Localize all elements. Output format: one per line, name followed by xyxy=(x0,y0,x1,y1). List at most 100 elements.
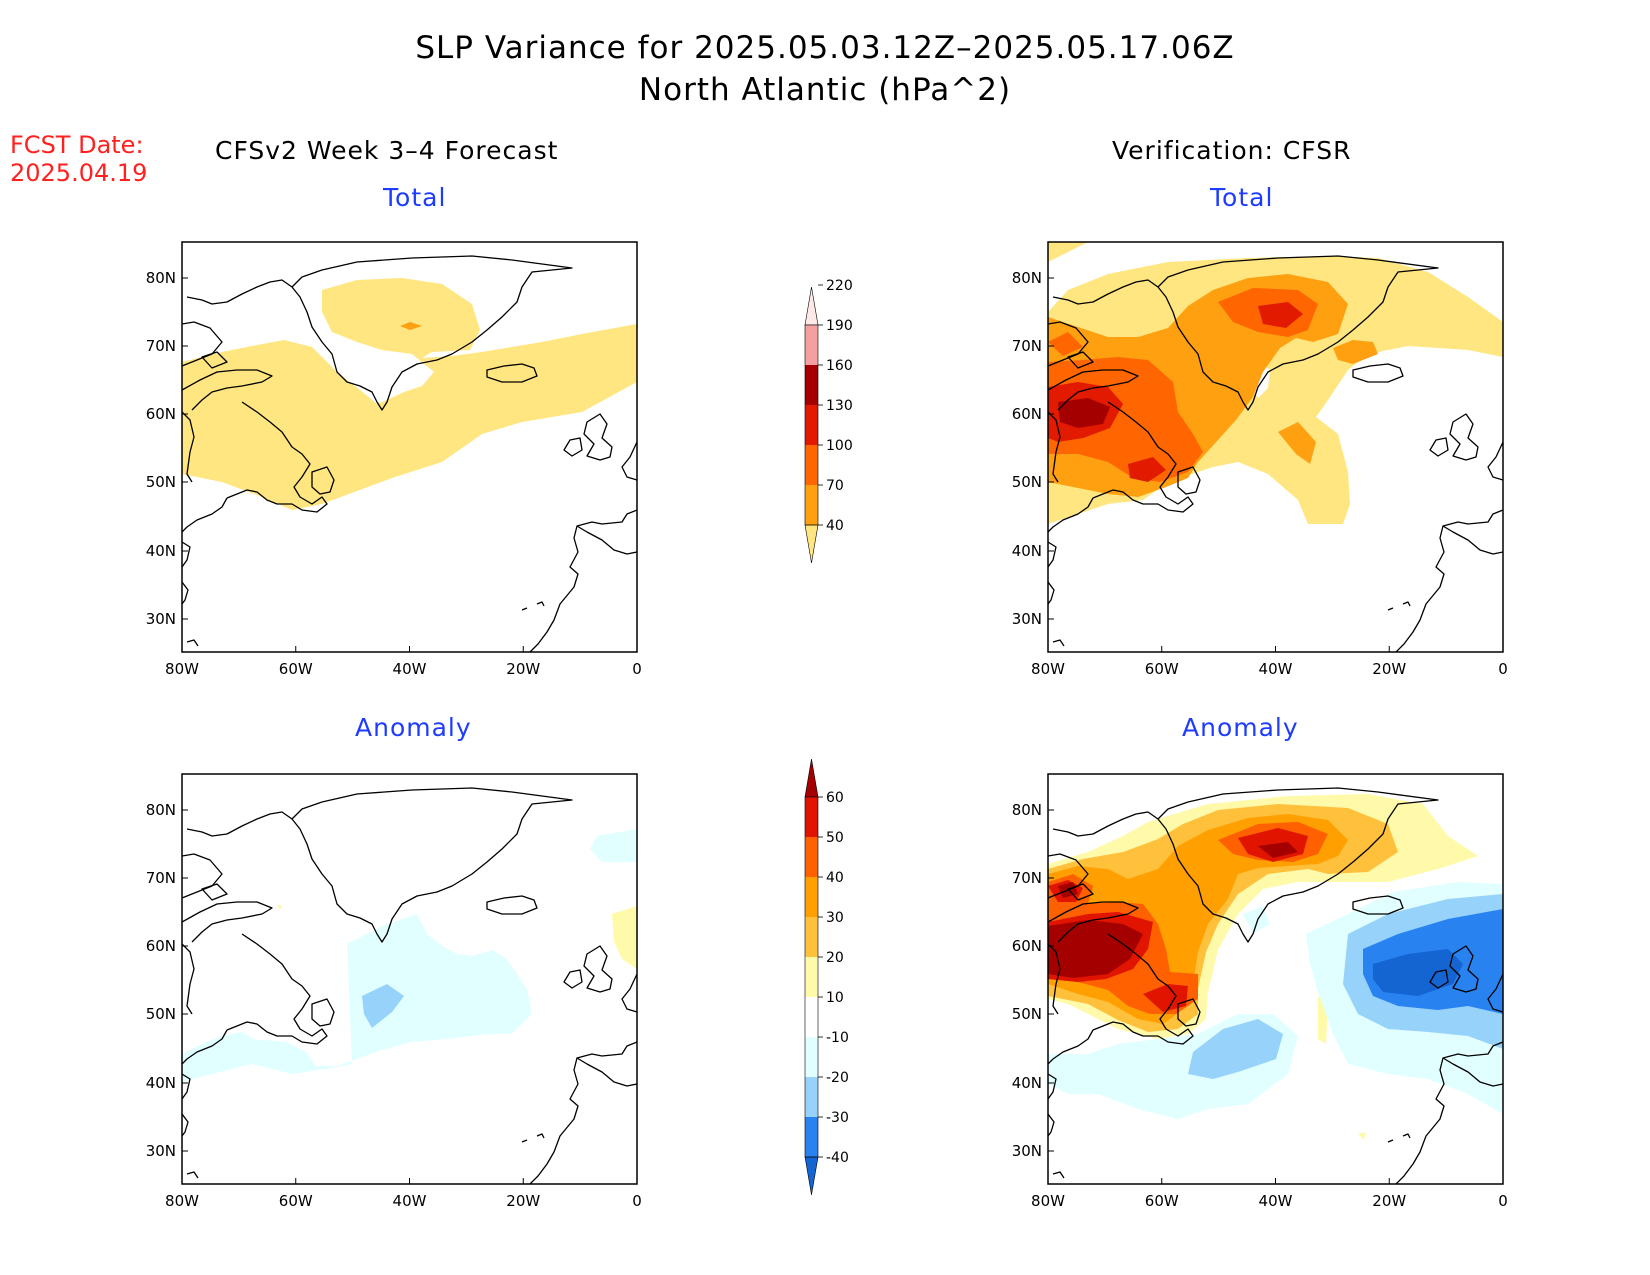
lat-tick-label: 30N xyxy=(1012,610,1042,628)
lon-tick-label: 60W xyxy=(1145,1192,1179,1210)
axis-ticks-1: 80W 60W 40W 20W 0 80N 70N 60N 50N 40N 30N xyxy=(1012,269,1508,678)
lon-tick-label: 40W xyxy=(393,1192,427,1210)
colorbar-label: 10 xyxy=(826,990,844,1006)
lon-tick-label: 0 xyxy=(1498,1192,1508,1210)
lon-tick-label: 60W xyxy=(279,660,313,678)
lon-tick-label: 20W xyxy=(506,660,540,678)
colorbar-label: 190 xyxy=(826,318,853,334)
colorbar-bottom-cap xyxy=(804,524,819,564)
lon-tick-label: 40W xyxy=(1259,1192,1293,1210)
lat-tick-label: 40N xyxy=(1012,1074,1042,1092)
lon-tick-label: 80W xyxy=(165,660,199,678)
colorbar-label: 40 xyxy=(826,870,844,886)
colorbar-label: 20 xyxy=(826,950,844,966)
fcst-date-label: FCST Date: xyxy=(10,131,144,159)
colorbar-box xyxy=(805,1077,818,1117)
right-column-title: Verification: CFSR xyxy=(1112,136,1352,165)
colorbar-top-cap xyxy=(804,758,819,798)
verif-total-title: Total xyxy=(1210,183,1274,212)
lat-tick-label: 50N xyxy=(146,1005,176,1023)
left-column-title: CFSv2 Week 3–4 Forecast xyxy=(215,136,559,165)
lat-tick-label: 40N xyxy=(146,542,176,560)
lat-tick-label: 30N xyxy=(1012,1142,1042,1160)
lat-tick-label: 40N xyxy=(1012,542,1042,560)
colorbar-label: -30 xyxy=(826,1110,849,1126)
verif-anom-shading xyxy=(1048,794,1503,1140)
lat-tick-label: 80N xyxy=(1012,801,1042,819)
axis-ticks-2: 80W 60W 40W 20W 0 80N 70N 60N 50N 40N 30N xyxy=(146,801,642,1210)
lat-tick-label: 40N xyxy=(146,1074,176,1092)
lat-tick-label: 80N xyxy=(146,801,176,819)
lon-tick-label: 0 xyxy=(1498,660,1508,678)
lat-tick-label: 50N xyxy=(1012,473,1042,491)
colorbar-box xyxy=(805,365,818,405)
verif-anom-title: Anomaly xyxy=(1182,713,1299,742)
colorbar-label: 220 xyxy=(826,278,853,294)
lat-tick-label: 70N xyxy=(146,869,176,887)
lon-tick-label: 40W xyxy=(393,660,427,678)
lat-tick-label: 30N xyxy=(146,1142,176,1160)
lat-tick-label: 50N xyxy=(146,473,176,491)
colorbar-box xyxy=(805,325,818,365)
lat-tick-label: 50N xyxy=(1012,1005,1042,1023)
colorbar-box xyxy=(805,877,818,917)
lon-tick-label: 0 xyxy=(632,660,642,678)
colorbar-box xyxy=(805,1117,818,1157)
colorbar-label: 40 xyxy=(826,518,844,534)
colorbar-label: -40 xyxy=(826,1150,849,1166)
axis-ticks-0: 80W 60W 40W 20W 0 80N 70N 60N 50N 40N 30N xyxy=(146,269,642,678)
total-colorbar: 40 70 100 130 160 190 220 xyxy=(804,278,853,564)
colorbar-bottom-cap xyxy=(804,1156,819,1196)
colorbar-label: 50 xyxy=(826,830,844,846)
colorbar-box xyxy=(805,405,818,445)
lon-tick-label: 20W xyxy=(506,1192,540,1210)
lat-tick-label: 30N xyxy=(146,610,176,628)
fcst-anom-title: Anomaly xyxy=(355,713,472,742)
colorbar-box xyxy=(805,485,818,525)
colorbar-box xyxy=(805,997,818,1037)
colorbar-label: -10 xyxy=(826,1030,849,1046)
lat-tick-label: 70N xyxy=(1012,337,1042,355)
fcst-total-shading xyxy=(182,278,637,510)
colorbar-label: 100 xyxy=(826,438,853,454)
colorbar-label: 60 xyxy=(826,790,844,806)
colorbar-label: 130 xyxy=(826,398,853,414)
lon-tick-label: 80W xyxy=(1031,660,1065,678)
lon-tick-label: 80W xyxy=(165,1192,199,1210)
lat-tick-label: 60N xyxy=(146,937,176,955)
lat-tick-label: 60N xyxy=(1012,937,1042,955)
colorbar-box xyxy=(805,957,818,997)
axis-ticks-3: 80W 60W 40W 20W 0 80N 70N 60N 50N 40N 30N xyxy=(1012,801,1508,1210)
colorbar-box xyxy=(805,797,818,837)
lat-tick-label: 70N xyxy=(1012,869,1042,887)
verif-total-map xyxy=(1047,241,1504,653)
fcst-total-title: Total xyxy=(383,183,447,212)
lon-tick-label: 60W xyxy=(279,1192,313,1210)
lat-tick-label: 60N xyxy=(1012,405,1042,423)
anomaly-colorbar: -40 -30 -20 -10 10 20 30 40 50 60 xyxy=(804,758,849,1196)
colorbar-box xyxy=(805,837,818,877)
verif-anom-map xyxy=(1047,773,1504,1185)
lon-tick-label: 80W xyxy=(1031,1192,1065,1210)
lon-tick-label: 20W xyxy=(1372,1192,1406,1210)
fcst-anom-shading xyxy=(182,829,637,1082)
colorbar-label: 70 xyxy=(826,478,844,494)
colorbar-box xyxy=(805,445,818,485)
colorbar-top-cap xyxy=(804,286,819,326)
fcst-date-value: 2025.04.19 xyxy=(10,159,148,187)
lon-tick-label: 40W xyxy=(1259,660,1293,678)
colorbar-label: 160 xyxy=(826,358,853,374)
lat-tick-label: 60N xyxy=(146,405,176,423)
main-title: SLP Variance for 2025.05.03.12Z–2025.05.… xyxy=(415,30,1235,66)
lat-tick-label: 80N xyxy=(1012,269,1042,287)
colorbar-box xyxy=(805,917,818,957)
lon-tick-label: 60W xyxy=(1145,660,1179,678)
main-subtitle: North Atlantic (hPa^2) xyxy=(638,72,1012,108)
lat-tick-label: 70N xyxy=(146,337,176,355)
colorbar-label: 30 xyxy=(826,910,844,926)
colorbar-box xyxy=(805,1037,818,1077)
lon-tick-label: 0 xyxy=(632,1192,642,1210)
lat-tick-label: 80N xyxy=(146,269,176,287)
lon-tick-label: 20W xyxy=(1372,660,1406,678)
colorbar-label: -20 xyxy=(826,1070,849,1086)
